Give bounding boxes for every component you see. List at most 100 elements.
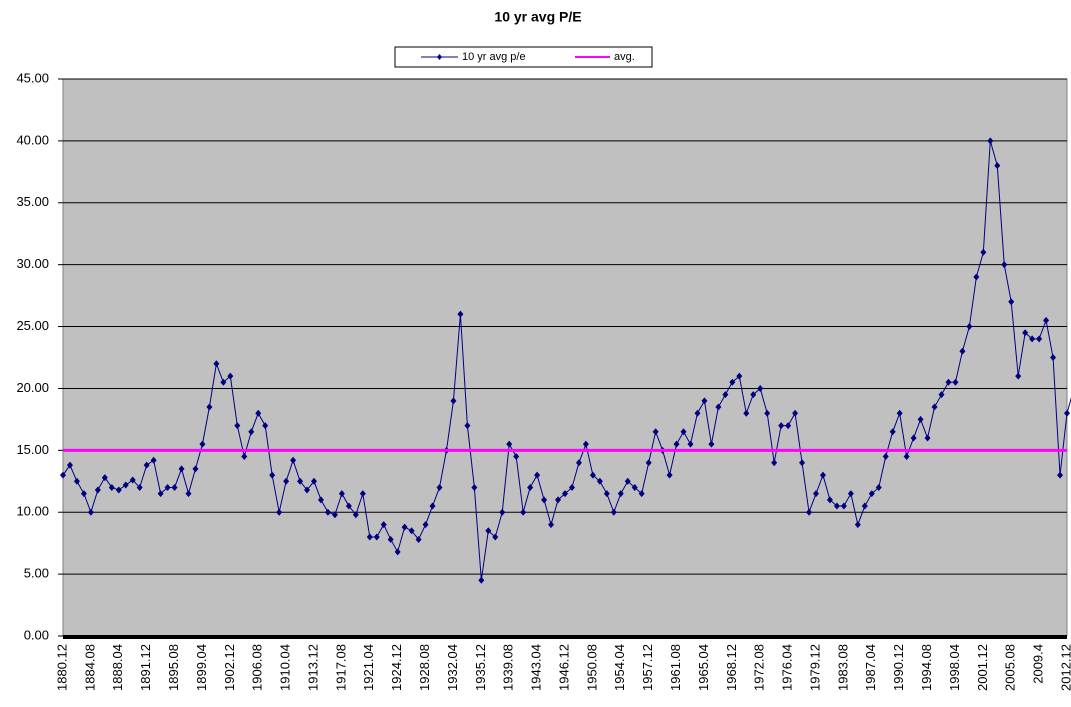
- data-point: [736, 372, 743, 380]
- data-point: [297, 477, 304, 485]
- data-point: [1001, 261, 1008, 269]
- data-point: [701, 397, 708, 405]
- x-tick-label: 1976.04: [780, 644, 795, 691]
- data-point: [750, 391, 757, 399]
- x-tick-label: 1957.12: [640, 644, 655, 691]
- data-point: [150, 456, 157, 464]
- x-tick-label: 1924.12: [389, 644, 404, 691]
- data-point: [555, 496, 562, 504]
- x-tick-label: 1917.08: [333, 644, 348, 691]
- data-point: [931, 403, 938, 411]
- data-point: [806, 508, 813, 516]
- data-point: [276, 508, 283, 516]
- data-point: [673, 440, 680, 448]
- data-point: [122, 481, 129, 489]
- data-point: [429, 502, 436, 510]
- x-tick-label: 1928.08: [417, 644, 432, 691]
- y-tick-label: 10.00: [16, 504, 49, 519]
- data-point: [373, 533, 380, 541]
- data-point: [729, 378, 736, 386]
- data-point: [1015, 372, 1022, 380]
- data-point: [840, 502, 847, 510]
- data-point: [715, 403, 722, 411]
- data-point: [973, 273, 980, 281]
- data-point: [192, 465, 199, 473]
- data-point: [589, 471, 596, 479]
- data-point: [94, 486, 101, 494]
- data-point: [227, 372, 234, 380]
- data-point: [708, 440, 715, 448]
- data-point: [980, 248, 987, 256]
- x-tick-label: 1994.08: [919, 644, 934, 691]
- data-point: [436, 483, 443, 491]
- data-point: [359, 490, 366, 498]
- data-point: [520, 508, 527, 516]
- data-point: [513, 453, 520, 461]
- data-point: [757, 384, 764, 392]
- data-point: [185, 490, 192, 498]
- data-point: [743, 409, 750, 417]
- x-tick-label: 1895.08: [166, 644, 181, 691]
- data-point: [157, 490, 164, 498]
- data-point: [457, 310, 464, 318]
- data-point: [771, 459, 778, 467]
- legend-label: avg.: [614, 51, 635, 63]
- data-point: [603, 490, 610, 498]
- data-point: [875, 483, 882, 491]
- data-point: [283, 477, 290, 485]
- y-tick-label: 20.00: [16, 380, 49, 395]
- data-point: [345, 502, 352, 510]
- x-tick-label: 1913.12: [305, 644, 320, 691]
- data-point: [366, 533, 373, 541]
- data-point: [666, 471, 673, 479]
- x-tick-label: 1950.08: [584, 644, 599, 691]
- x-tick-label: 1983.08: [835, 644, 850, 691]
- y-tick-label: 25.00: [16, 318, 49, 333]
- data-point: [638, 490, 645, 498]
- x-tick-label: 1921.04: [361, 644, 376, 691]
- data-point: [868, 490, 875, 498]
- data-point: [994, 162, 1001, 170]
- data-point: [1043, 316, 1050, 324]
- x-tick-label: 1902.12: [222, 644, 237, 691]
- data-point: [324, 508, 331, 516]
- data-point: [422, 521, 429, 529]
- data-point: [792, 409, 799, 417]
- data-point: [415, 535, 422, 543]
- data-point: [499, 508, 506, 516]
- data-point: [1008, 298, 1015, 306]
- data-point: [108, 483, 115, 491]
- data-point: [694, 409, 701, 417]
- data-point: [945, 378, 952, 386]
- chart-title: 10 yr avg P/E: [494, 9, 581, 25]
- data-point: [778, 422, 785, 430]
- data-point: [380, 521, 387, 529]
- x-tick-label: 1939.08: [501, 644, 516, 691]
- data-point: [527, 483, 534, 491]
- x-tick-label: 1979.12: [807, 644, 822, 691]
- data-point: [813, 490, 819, 498]
- data-point: [847, 490, 854, 498]
- data-point: [471, 483, 478, 491]
- data-point: [959, 347, 966, 355]
- data-point: [317, 496, 324, 504]
- data-point: [785, 422, 792, 430]
- data-point: [338, 490, 345, 498]
- y-tick-label: 5.00: [24, 566, 49, 581]
- x-tick-label: 1884.08: [82, 644, 97, 691]
- legend-marker: [437, 54, 442, 60]
- data-point: [938, 391, 945, 399]
- data-point: [799, 459, 806, 467]
- data-point: [492, 533, 499, 541]
- data-point: [896, 409, 903, 417]
- data-point: [910, 434, 917, 442]
- x-tick-label: 2012.12: [1058, 644, 1071, 691]
- x-tick-label: 1998.04: [947, 644, 962, 691]
- data-point: [136, 483, 143, 491]
- data-point: [66, 461, 73, 469]
- legend: [394, 46, 653, 68]
- data-point: [450, 397, 457, 405]
- x-tick-label: 1990.12: [891, 644, 906, 691]
- data-point: [206, 403, 213, 411]
- data-point: [966, 323, 973, 331]
